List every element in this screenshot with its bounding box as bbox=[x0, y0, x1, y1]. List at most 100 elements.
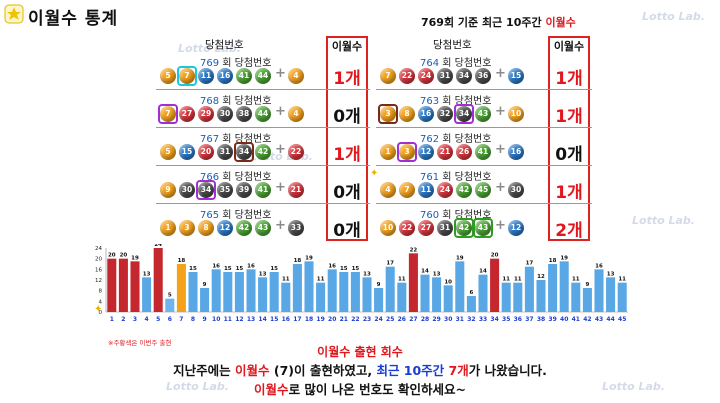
carry-count: 0개 bbox=[333, 221, 361, 241]
lotto-ball: 32 bbox=[437, 106, 453, 122]
lotto-ball: 7 bbox=[380, 68, 396, 84]
lotto-ball: 31 bbox=[437, 68, 453, 84]
bar bbox=[130, 261, 140, 312]
bar-value-label: 13 bbox=[607, 271, 615, 277]
carry-count: 1개 bbox=[333, 145, 361, 165]
bar-value-label: 15 bbox=[340, 266, 348, 272]
bar bbox=[513, 282, 523, 312]
left-draw-header: 당첨번호 bbox=[205, 39, 244, 51]
bar-value-label: 17 bbox=[386, 261, 394, 267]
repeat-number-marker bbox=[378, 104, 398, 124]
x-tick-label: 36 bbox=[514, 316, 522, 323]
bar-value-label: 13 bbox=[433, 271, 441, 277]
bar-value-label: 16 bbox=[595, 263, 603, 269]
x-tick-label: 10 bbox=[212, 316, 220, 323]
bar bbox=[200, 288, 210, 312]
lotto-ball: 27 bbox=[418, 220, 434, 236]
round-label: 762 회 당첨번호 bbox=[420, 130, 491, 145]
bar bbox=[316, 282, 326, 312]
round-number: 766 bbox=[200, 172, 220, 183]
lotto-ball: 42 bbox=[236, 220, 252, 236]
lotto-ball: 1 bbox=[380, 144, 396, 160]
x-tick-label: 11 bbox=[224, 316, 232, 323]
round-suffix: 회 당첨번호 bbox=[222, 96, 272, 107]
round-suffix: 회 당첨번호 bbox=[442, 172, 492, 183]
lotto-ball: 30 bbox=[179, 182, 195, 198]
sparkle-icon: ✦ bbox=[94, 304, 103, 315]
repeat-number-marker bbox=[397, 142, 417, 162]
bar bbox=[362, 277, 372, 312]
bonus-ball: 21 bbox=[288, 182, 304, 198]
lotto-ball: 36 bbox=[475, 68, 491, 84]
summary-highlight: 이월수 bbox=[234, 363, 270, 378]
x-tick-label: 44 bbox=[606, 316, 614, 323]
plus-icon: + bbox=[275, 142, 286, 157]
summary-text: 가 나왔습니다. bbox=[468, 363, 547, 378]
lotto-ball: 8 bbox=[198, 220, 214, 236]
bar-value-label: 15 bbox=[189, 266, 197, 272]
bar bbox=[524, 266, 534, 312]
summary-line-2: 이월수로 많이 나온 번호도 확인하세요~ bbox=[0, 379, 720, 398]
bonus-ball: 10 bbox=[508, 106, 524, 122]
round-suffix: 회 당첨번호 bbox=[222, 210, 272, 221]
row-divider bbox=[156, 203, 370, 204]
lotto-ball: 27 bbox=[179, 106, 195, 122]
bar-value-label: 18 bbox=[549, 258, 557, 264]
x-tick-label: 17 bbox=[293, 316, 301, 323]
x-tick-label: 16 bbox=[282, 316, 290, 323]
bar-value-label: 14 bbox=[421, 269, 429, 275]
bar-value-label: 18 bbox=[178, 258, 186, 264]
lotto-ball: 10 bbox=[380, 220, 396, 236]
x-tick-label: 2 bbox=[121, 316, 125, 323]
lotto-ball: 42 bbox=[456, 220, 472, 236]
round-label: 761 회 당첨번호 bbox=[420, 168, 491, 183]
bar bbox=[548, 264, 558, 312]
lotto-ball: 24 bbox=[437, 182, 453, 198]
bar bbox=[153, 248, 163, 312]
bar-value-label: 19 bbox=[131, 255, 139, 261]
bar bbox=[466, 296, 476, 312]
bar-value-label: 20 bbox=[108, 253, 116, 259]
bar-value-label: 6 bbox=[469, 290, 473, 296]
plus-icon: + bbox=[275, 218, 286, 233]
x-tick-label: 43 bbox=[595, 316, 603, 323]
bar-value-label: 11 bbox=[317, 277, 325, 283]
watermark: Lotto Lab. bbox=[642, 10, 705, 23]
lotto-ball: 15 bbox=[179, 144, 195, 160]
round-label: 768 회 당첨번호 bbox=[200, 92, 271, 107]
x-tick-label: 12 bbox=[235, 316, 243, 323]
repeat-number-marker bbox=[158, 104, 178, 124]
bar-value-label: 18 bbox=[294, 258, 302, 264]
bar bbox=[385, 266, 395, 312]
x-tick-label: 45 bbox=[618, 316, 626, 323]
row-divider bbox=[156, 165, 370, 166]
y-tick-label: 12 bbox=[95, 278, 102, 284]
bar bbox=[246, 269, 256, 312]
lotto-ball: 34 bbox=[456, 68, 472, 84]
lotto-ball: 5 bbox=[160, 144, 176, 160]
bar bbox=[408, 253, 418, 312]
page-title: 이월수 통계 bbox=[28, 9, 119, 29]
bar bbox=[107, 258, 117, 312]
bar-value-label: 14 bbox=[479, 269, 487, 275]
bar-value-label: 15 bbox=[224, 266, 232, 272]
round-suffix: 회 당첨번호 bbox=[442, 96, 492, 107]
lotto-ball: 42 bbox=[255, 144, 271, 160]
lotto-ball: 7 bbox=[399, 182, 415, 198]
plus-icon: + bbox=[495, 104, 506, 119]
plus-icon: + bbox=[495, 218, 506, 233]
bonus-ball: 16 bbox=[508, 144, 524, 160]
carry-count: 0개 bbox=[333, 107, 361, 127]
y-tick-label: 24 bbox=[95, 246, 102, 252]
summary-highlight: 이월수 bbox=[254, 382, 289, 397]
round-number: 768 bbox=[200, 96, 220, 107]
bar bbox=[559, 261, 569, 312]
x-tick-label: 33 bbox=[479, 316, 487, 323]
lotto-ball: 44 bbox=[255, 68, 271, 84]
bar bbox=[478, 274, 488, 312]
y-tick-label: 0 bbox=[99, 310, 103, 316]
bar-value-label: 15 bbox=[270, 266, 278, 272]
chart-caption: 이월수 출현 회수 bbox=[317, 345, 403, 359]
lotto-ball: 21 bbox=[437, 144, 453, 160]
